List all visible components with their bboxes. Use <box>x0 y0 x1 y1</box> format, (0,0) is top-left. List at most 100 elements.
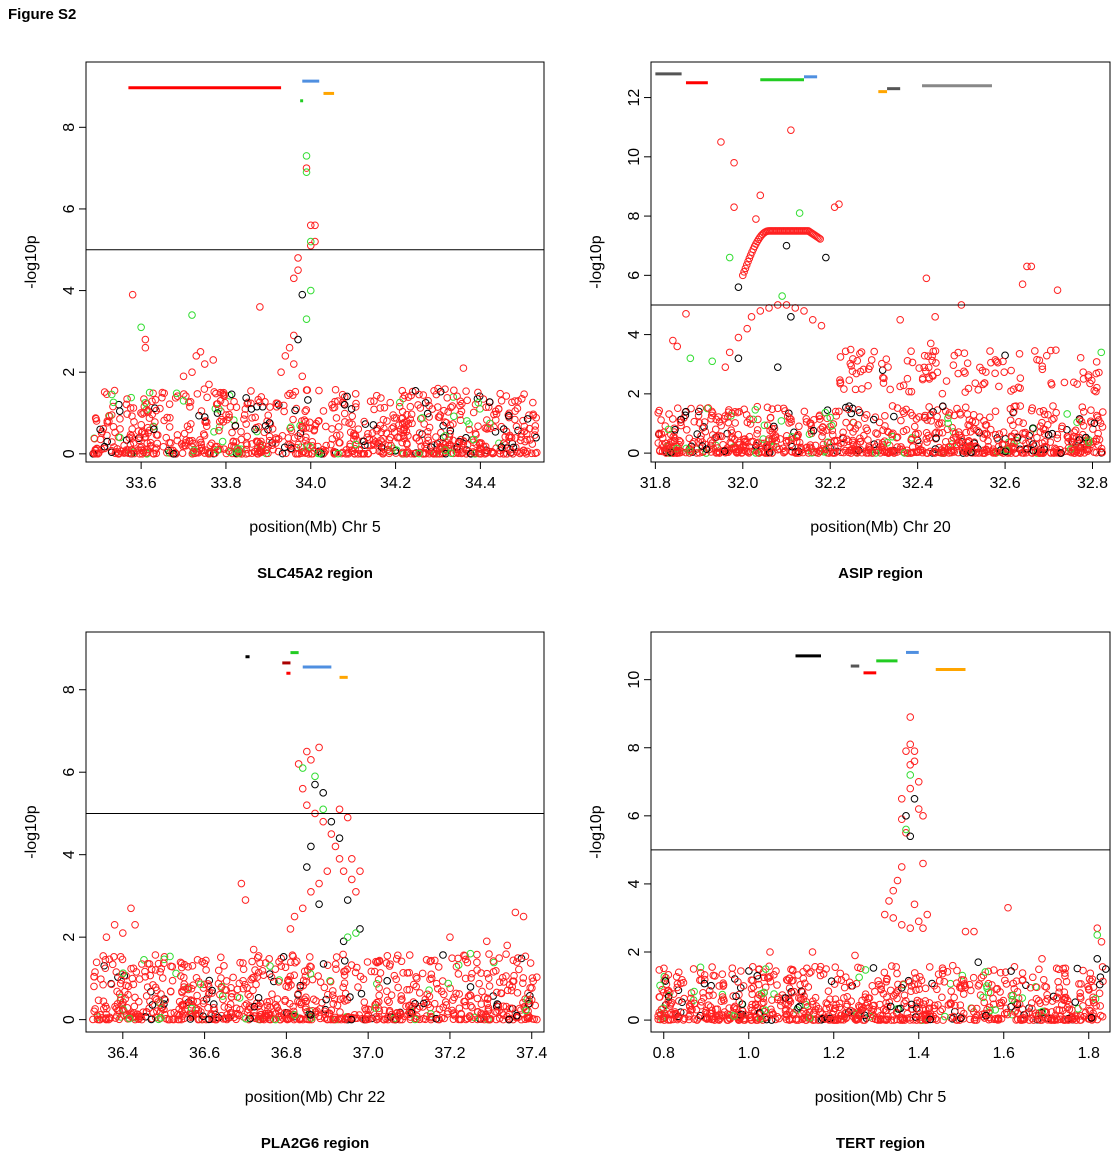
data-point <box>714 1013 722 1021</box>
data-point <box>517 429 526 438</box>
data-point <box>243 441 251 449</box>
data-point <box>924 352 932 360</box>
data-point <box>1085 975 1094 983</box>
data-point <box>826 413 835 422</box>
data-point <box>187 420 195 428</box>
data-point <box>885 998 894 1007</box>
data-point <box>939 402 947 410</box>
data-point <box>359 975 368 984</box>
data-point <box>204 980 212 988</box>
data-point <box>886 1002 895 1011</box>
data-point <box>274 978 283 986</box>
data-point <box>777 417 786 425</box>
data-point <box>714 432 722 440</box>
data-point <box>947 987 955 995</box>
data-point <box>1023 262 1031 271</box>
data-point <box>351 440 360 449</box>
data-point <box>425 986 433 994</box>
data-point <box>944 414 952 422</box>
data-point <box>149 981 157 989</box>
data-point <box>734 977 742 986</box>
data-point <box>517 433 525 441</box>
data-point <box>884 363 892 371</box>
data-point <box>515 965 523 974</box>
data-point <box>446 933 454 941</box>
data-point <box>533 973 541 982</box>
data-point <box>906 760 915 769</box>
data-point <box>327 817 336 826</box>
data-point <box>670 449 678 457</box>
data-point <box>206 449 214 458</box>
data-point <box>473 994 482 1003</box>
data-point <box>237 435 246 444</box>
data-point <box>158 388 167 397</box>
data-point <box>129 980 138 989</box>
data-point <box>1007 1002 1015 1011</box>
points-layer <box>89 152 541 458</box>
data-point <box>698 438 707 446</box>
data-point <box>341 967 349 975</box>
data-point <box>897 416 905 425</box>
data-point <box>1020 1015 1029 1024</box>
data-point <box>893 443 902 451</box>
data-point <box>186 1015 195 1023</box>
data-point <box>343 392 351 401</box>
data-point <box>294 254 302 262</box>
data-point <box>99 424 108 433</box>
data-point <box>747 1016 756 1024</box>
data-point <box>735 407 744 416</box>
data-point <box>751 405 760 414</box>
data-point <box>213 409 222 417</box>
data-point <box>222 1014 230 1023</box>
data-point <box>831 963 840 971</box>
data-point <box>1004 444 1013 453</box>
data-point <box>848 446 856 454</box>
data-point <box>338 390 347 399</box>
data-point <box>336 1008 344 1016</box>
data-point <box>1095 989 1104 998</box>
data-point <box>466 991 475 1000</box>
data-point <box>415 989 424 997</box>
data-point <box>364 449 372 458</box>
data-point <box>452 989 460 998</box>
data-point <box>693 1016 701 1024</box>
data-point <box>905 387 913 396</box>
data-point <box>260 428 269 437</box>
data-point <box>384 1015 392 1024</box>
data-point <box>137 409 145 417</box>
data-point <box>884 449 893 457</box>
data-point <box>940 978 949 986</box>
data-point <box>136 1014 144 1022</box>
data-point <box>285 343 294 352</box>
data-point <box>1093 413 1102 421</box>
data-point <box>441 418 449 426</box>
data-point <box>800 407 809 416</box>
data-point <box>988 981 996 989</box>
data-point <box>1009 979 1018 988</box>
data-point <box>831 995 840 1003</box>
data-point <box>450 993 458 1002</box>
data-point <box>1078 403 1087 411</box>
data-point <box>185 425 194 434</box>
data-point <box>115 407 124 415</box>
data-point <box>844 405 853 414</box>
data-point <box>1053 993 1062 1002</box>
data-point <box>1029 1016 1038 1024</box>
data-point <box>367 967 376 976</box>
data-point <box>867 356 876 364</box>
data-point <box>408 419 416 428</box>
data-point <box>983 430 992 439</box>
data-point <box>962 449 971 457</box>
data-point <box>398 995 406 1003</box>
data-point <box>222 449 231 458</box>
data-point <box>398 1015 406 1024</box>
data-point <box>1004 903 1012 912</box>
data-point <box>1006 416 1015 425</box>
data-point <box>452 962 461 971</box>
data-point <box>814 1016 823 1024</box>
data-point <box>424 433 432 442</box>
data-point <box>984 967 993 976</box>
data-point <box>854 406 863 414</box>
data-point <box>105 955 114 964</box>
data-point <box>303 747 311 756</box>
